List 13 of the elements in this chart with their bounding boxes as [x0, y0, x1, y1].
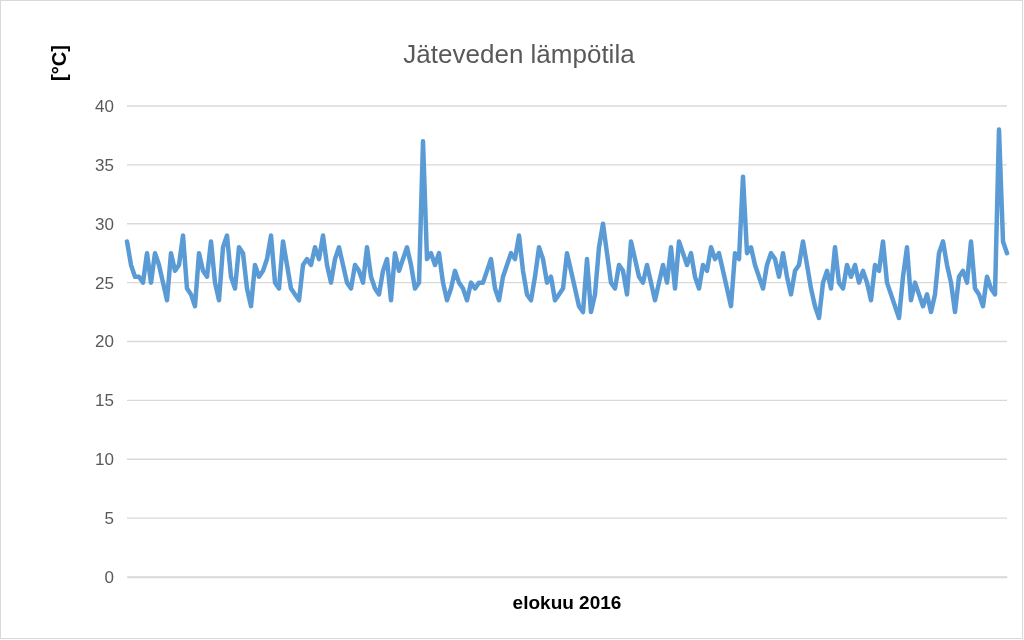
y-tick-label: 15 [95, 391, 114, 411]
y-tick-label: 20 [95, 332, 114, 352]
y-tick-label: 30 [95, 214, 114, 234]
chart-title: Jäteveden lämpötila [403, 39, 636, 69]
y-tick-label: 10 [95, 450, 114, 470]
y-tick-label: 25 [95, 273, 114, 293]
y-tick-label: 0 [104, 567, 114, 587]
line-series [124, 127, 1010, 321]
y-tick-label: 40 [95, 96, 114, 116]
x-axis-title: elokuu 2016 [512, 592, 622, 613]
y-axis-title: [°C] [48, 45, 70, 81]
y-tick-label: 5 [104, 509, 114, 529]
y-tick-label: 35 [95, 155, 114, 175]
